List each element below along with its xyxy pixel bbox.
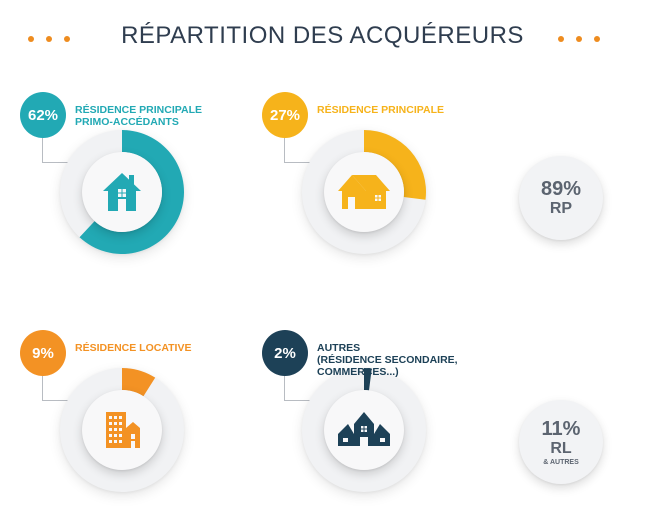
segment-label: RÉSIDENCE LOCATIVE: [75, 342, 191, 354]
house-icon: [103, 173, 141, 211]
donut-slice: [122, 368, 156, 397]
segment-label: RÉSIDENCE PRINCIPALE: [317, 104, 444, 116]
total-percent: 11%: [541, 417, 581, 440]
connector-line: [284, 138, 321, 163]
donut-ring: [302, 368, 426, 492]
total-rl-circle: 11% RL & AUTRES: [519, 400, 603, 484]
donut-ring: [302, 130, 426, 254]
shops-icon: [338, 412, 390, 446]
segment-label-line: RÉSIDENCE PRINCIPALE: [75, 104, 202, 116]
segment-card-locative: 9% RÉSIDENCE LOCATIVE: [20, 330, 300, 530]
segment-label-line: (RÉSIDENCE SECONDAIRE,: [317, 354, 458, 366]
segment-label-line: AUTRES: [317, 342, 361, 354]
donut-arc: [364, 368, 372, 391]
segment-label: RÉSIDENCE PRINCIPALE PRIMO-ACCÉDANTS: [75, 104, 202, 128]
house-wide-icon: [338, 175, 390, 209]
segment-label: AUTRES (RÉSIDENCE SECONDAIRE, COMMERCES.…: [317, 342, 458, 378]
dot: [558, 36, 564, 42]
segment-card-rp: 27% RÉSIDENCE PRINCIPALE: [262, 92, 542, 292]
total-rp-circle: 89% RP: [519, 156, 603, 240]
segment-card-autres: 2% AUTRES (RÉSIDENCE SECONDAIRE, COMMERC…: [262, 330, 542, 530]
dot: [64, 36, 70, 42]
percent-badge: 2%: [262, 330, 308, 376]
total-code: RP: [549, 200, 573, 217]
icon-disc: [324, 152, 404, 232]
dot: [576, 36, 582, 42]
percent-badge: 27%: [262, 92, 308, 138]
decorative-dots-left: [28, 36, 70, 42]
percent-badge: 9%: [20, 330, 66, 376]
decorative-dots-right: [558, 36, 600, 42]
segment-card-primo: 62% RÉSIDENCE PRINCIPALE PRIMO-ACCÉDANTS: [20, 92, 300, 292]
total-code: RL: [550, 439, 572, 457]
donut-slice: [364, 130, 426, 200]
connector-line: [284, 376, 321, 401]
connector-line: [42, 138, 79, 163]
icon-disc: [82, 390, 162, 470]
segment-label-line: COMMERCES...): [317, 366, 399, 378]
donut-arc: [122, 368, 156, 397]
donut-ring: [60, 368, 184, 492]
donut-arc: [79, 130, 184, 254]
page-title: RÉPARTITION DES ACQUÉREURS: [121, 22, 524, 49]
total-subtitle: & AUTRES: [543, 458, 579, 466]
percent-badge: 62%: [20, 92, 66, 138]
buildings-icon: [106, 412, 140, 448]
connector-line: [42, 376, 79, 401]
segment-label-line: PRIMO-ACCÉDANTS: [75, 116, 179, 128]
donut-slice: [364, 368, 372, 391]
dot: [28, 36, 34, 42]
segment-label-line: RÉSIDENCE PRINCIPALE: [317, 104, 444, 116]
donut-arc: [364, 130, 426, 200]
donut-slice: [79, 130, 184, 254]
dot: [46, 36, 52, 42]
icon-disc: [324, 390, 404, 470]
dot: [594, 36, 600, 42]
total-percent: 89%: [540, 178, 582, 200]
donut-ring: [60, 130, 184, 254]
segment-label-line: RÉSIDENCE LOCATIVE: [75, 342, 192, 354]
icon-disc: [82, 152, 162, 232]
